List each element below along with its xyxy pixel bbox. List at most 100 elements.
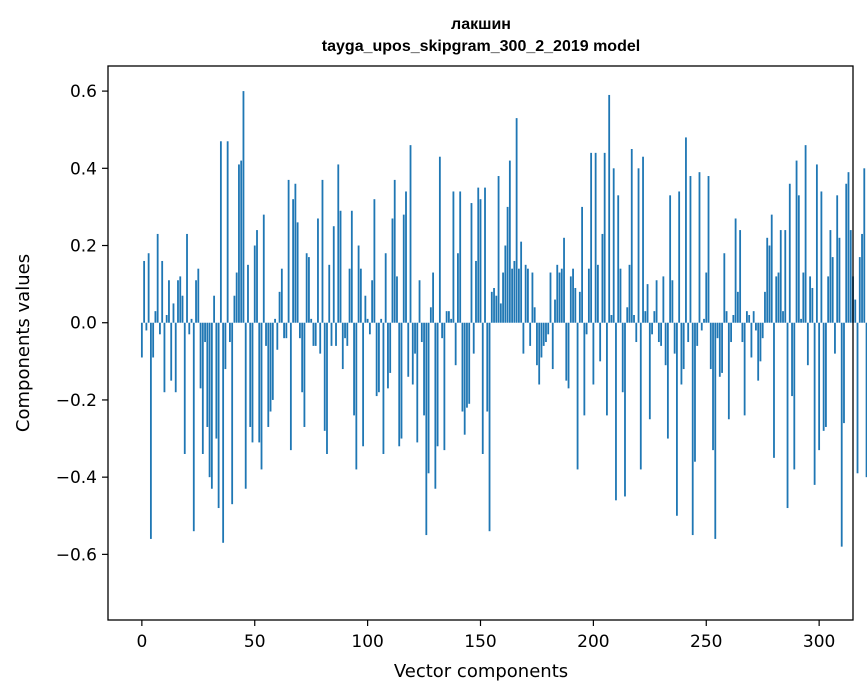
bar — [493, 287, 495, 323]
bar — [497, 176, 500, 323]
bar — [177, 280, 179, 323]
bar — [461, 322, 464, 412]
bar — [283, 322, 285, 339]
bar — [308, 257, 310, 323]
bar — [213, 295, 216, 323]
bar — [540, 322, 543, 358]
bar — [206, 322, 209, 427]
bar — [687, 322, 690, 343]
bar — [545, 322, 547, 343]
bar — [170, 322, 173, 381]
bar — [707, 176, 710, 323]
bar — [265, 322, 267, 346]
bar — [420, 322, 423, 343]
chart-subtitle: tayga_upos_skipgram_300_2_2019 model — [322, 38, 640, 55]
bar — [432, 272, 434, 323]
bar — [154, 311, 157, 323]
bar — [578, 291, 581, 323]
bar — [569, 276, 572, 323]
bar — [786, 322, 789, 509]
y-axis-ticks: −0.6 −0.4 −0.2 0.0 0.2 0.4 0.6 — [56, 82, 108, 565]
bar — [678, 191, 681, 323]
bar — [256, 230, 258, 323]
bar — [294, 183, 297, 323]
bar — [560, 268, 563, 323]
bar — [734, 218, 737, 323]
bar — [271, 322, 274, 400]
bar — [192, 322, 195, 532]
bar — [443, 322, 446, 451]
bar — [725, 311, 728, 323]
bar — [651, 322, 653, 335]
bar — [782, 311, 784, 323]
bar — [159, 322, 161, 335]
bar — [278, 291, 281, 323]
bar — [822, 322, 825, 431]
bar — [718, 322, 721, 377]
bar — [414, 322, 416, 354]
bar — [396, 276, 398, 323]
bar — [619, 268, 622, 323]
chart-title: лакшин — [451, 16, 511, 33]
bar — [764, 291, 766, 323]
bar — [312, 322, 315, 346]
bar — [748, 315, 751, 323]
bar — [317, 218, 319, 323]
bar — [337, 164, 340, 323]
bar — [644, 311, 647, 323]
bar — [233, 295, 236, 323]
bar — [378, 322, 380, 393]
bar — [712, 322, 714, 451]
bar — [441, 322, 444, 339]
bar — [606, 322, 608, 416]
bar — [685, 137, 687, 323]
bar — [612, 168, 615, 323]
bar — [664, 322, 667, 366]
bar — [694, 322, 696, 462]
bar — [276, 322, 279, 350]
bar — [538, 322, 541, 385]
bar — [741, 322, 744, 343]
bar — [567, 322, 570, 389]
bar — [364, 295, 367, 323]
bar — [238, 164, 240, 323]
bar — [163, 322, 166, 393]
bar — [662, 276, 665, 323]
bar — [666, 322, 669, 439]
bar — [633, 315, 635, 323]
bar — [391, 218, 394, 323]
bar — [359, 268, 362, 323]
bar — [585, 322, 588, 335]
bar — [350, 210, 353, 323]
bar — [793, 322, 796, 470]
bars-group — [140, 91, 867, 547]
bar — [249, 322, 252, 427]
bar — [425, 322, 428, 536]
bar — [210, 322, 213, 489]
bar — [563, 237, 565, 323]
bar — [657, 322, 660, 343]
bar — [346, 322, 349, 346]
bar — [285, 322, 288, 339]
bar — [806, 322, 809, 366]
bar — [332, 226, 335, 323]
bar — [581, 206, 583, 323]
bar — [759, 322, 762, 362]
bar — [820, 191, 823, 323]
bar — [680, 322, 683, 385]
bar — [646, 284, 649, 323]
bar — [840, 322, 843, 547]
y-tick-label: −0.2 — [56, 391, 97, 411]
y-tick-label: 0.2 — [70, 237, 97, 257]
bar — [863, 168, 866, 323]
bar — [208, 322, 211, 478]
bar — [298, 322, 301, 339]
bar — [770, 214, 773, 323]
bar — [795, 160, 798, 323]
bar — [791, 322, 793, 397]
bar — [653, 311, 656, 323]
bar — [673, 322, 676, 354]
bar — [517, 268, 520, 323]
bar — [856, 322, 859, 474]
bar — [174, 322, 177, 393]
